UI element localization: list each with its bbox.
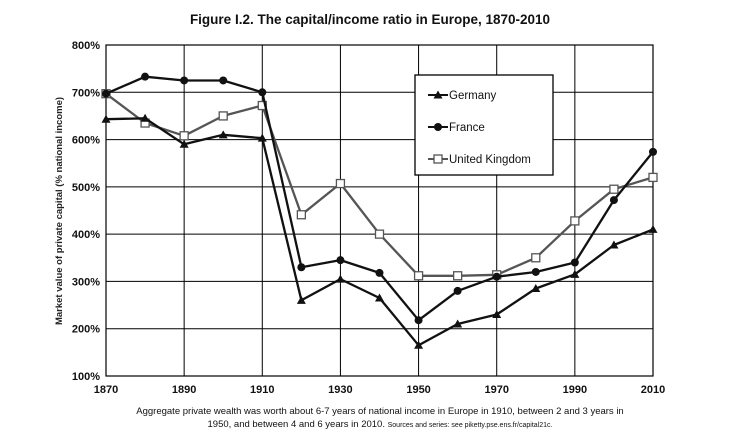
- germany-point: [648, 224, 658, 233]
- y-tick-label: 400%: [72, 229, 100, 241]
- y-tick-label: 200%: [72, 324, 100, 336]
- united-kingdom-line: [105, 92, 654, 277]
- x-tick-label: 2010: [641, 384, 665, 396]
- france-line: [105, 75, 654, 322]
- x-tick-label: 1950: [406, 384, 430, 396]
- united-kingdom-point: [296, 210, 307, 220]
- y-tick-label: 500%: [72, 182, 100, 194]
- x-tick-label: 1970: [484, 384, 508, 396]
- gridlines: [105, 44, 654, 377]
- france-point: [414, 316, 423, 325]
- x-tick-label: 1910: [250, 384, 274, 396]
- germany-point: [296, 295, 306, 304]
- x-tick-label: 1890: [172, 384, 196, 396]
- series-lines: [101, 72, 658, 349]
- y-tick-label: 100%: [72, 371, 100, 383]
- germany-point: [335, 274, 345, 283]
- germany-point: [492, 310, 502, 319]
- france-point: [141, 72, 150, 81]
- axes: 100% 200% 300% 400% 500% 600% 700% 800% 1870 1890…: [72, 40, 665, 396]
- germany-point: [609, 240, 619, 249]
- united-kingdom-point: [531, 253, 541, 263]
- plot-frame: [105, 44, 654, 377]
- caption-text-2: 1950, and between 4 and 6 years in 2010.: [207, 419, 385, 430]
- united-kingdom-point: [335, 178, 346, 189]
- france-point: [609, 196, 618, 205]
- x-tick-label: 1990: [563, 384, 587, 396]
- france-point: [102, 89, 110, 98]
- germany-point: [414, 340, 424, 349]
- germany-point: [375, 293, 384, 302]
- source-note: Sources and series: see piketty.pse.ens.…: [387, 422, 553, 429]
- x-tick-label: 1870: [94, 384, 118, 396]
- y-tick-label: 800%: [72, 40, 100, 52]
- caption-line-2: 1950, and between 4 and 6 years in 2010.…: [60, 418, 700, 432]
- france-point: [453, 286, 462, 295]
- france-point: [570, 258, 579, 267]
- legend-germany-marker: [433, 90, 443, 99]
- france-point: [180, 76, 189, 85]
- germany-point: [101, 114, 111, 123]
- united-kingdom-point: [179, 131, 189, 141]
- germany-point: [570, 269, 580, 278]
- germany-point: [179, 139, 189, 148]
- y-tick-label: 600%: [72, 135, 100, 147]
- y-axis-label: Market value of private capital (% natio…: [54, 97, 65, 325]
- legend: Germany France United Kingdom: [414, 74, 554, 176]
- france-point: [375, 268, 384, 277]
- germany-point: [453, 319, 463, 328]
- france-point: [531, 267, 540, 276]
- france-point: [336, 256, 345, 265]
- chart-title: Figure I.2. The capital/income ratio in …: [190, 12, 550, 27]
- united-kingdom-point: [413, 271, 424, 281]
- france-point: [492, 272, 501, 281]
- caption-line-1: Aggregate private wealth was worth about…: [60, 405, 700, 418]
- legend-united-kingdom-marker: [433, 154, 443, 164]
- caption-text-1: Aggregate private wealth was worth about…: [136, 406, 624, 417]
- united-kingdom-point: [374, 229, 385, 239]
- united-kingdom-point: [648, 172, 658, 183]
- germany-point: [140, 113, 150, 122]
- france-point: [258, 88, 267, 97]
- x-tick-label: 1930: [328, 384, 352, 396]
- germany-point: [531, 284, 541, 293]
- germany-point: [257, 133, 267, 142]
- y-tick-label: 300%: [72, 276, 100, 288]
- united-kingdom-point: [218, 111, 228, 121]
- y-tick-label: 700%: [72, 87, 100, 99]
- france-point: [649, 147, 657, 156]
- united-kingdom-point: [570, 216, 580, 226]
- germany-point: [218, 130, 228, 139]
- legend-france-label: France: [449, 122, 485, 134]
- france-point: [219, 76, 228, 85]
- legend-united-kingdom-label: United Kingdom: [449, 154, 531, 166]
- legend-germany-label: Germany: [449, 90, 497, 102]
- france-point: [297, 263, 306, 272]
- united-kingdom-point: [452, 271, 463, 281]
- legend-france-marker: [434, 123, 442, 131]
- united-kingdom-point: [609, 184, 619, 194]
